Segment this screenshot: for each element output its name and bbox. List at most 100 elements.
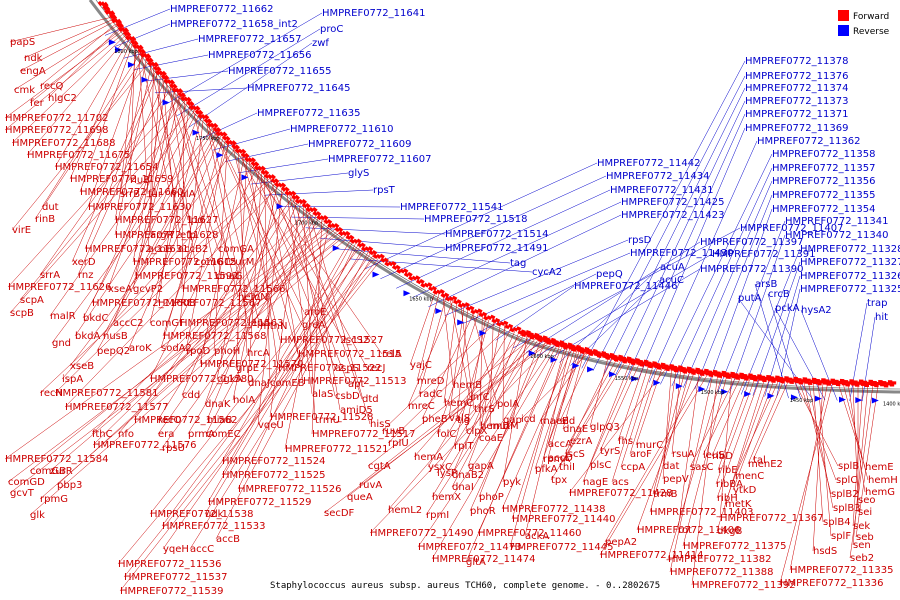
reverse-label-leader — [800, 309, 838, 401]
forward-gene-label: fer — [30, 98, 45, 109]
forward-gene-label: HMPREF0772_11568 — [163, 331, 266, 342]
forward-label-leader — [61, 164, 256, 380]
reverse-gene-label: HMPREF0772_11325 — [800, 284, 900, 295]
forward-gene-label: era — [158, 429, 174, 440]
forward-gene-label: menE2 — [748, 459, 783, 470]
forward-label-leader — [221, 238, 352, 462]
forward-label-leader — [41, 50, 142, 208]
forward-feature — [206, 118, 213, 124]
forward-feature — [224, 139, 231, 145]
forward-gene-label: HMPREF0772_11698 — [5, 125, 108, 136]
forward-feature — [116, 18, 123, 25]
forward-label-leader — [817, 381, 832, 537]
forward-gene-label: dtd — [362, 394, 379, 405]
forward-gene-label: dnaJ — [248, 378, 270, 389]
forward-label-leader — [469, 339, 547, 512]
forward-feature — [160, 74, 167, 80]
forward-gene-label: mreC — [408, 401, 435, 412]
reverse-gene-label: cycA2 — [532, 267, 562, 278]
forward-gene-label: pepQ2 — [97, 346, 130, 357]
forward-gene-label: ald — [560, 416, 575, 427]
forward-feature — [273, 178, 280, 184]
forward-label-leader — [467, 330, 520, 467]
forward-gene-label: holA — [233, 395, 255, 406]
forward-gene-label: HMPREF0772_11517 — [312, 429, 415, 440]
forward-gene-label: tpx — [551, 475, 567, 486]
forward-gene-label: HMPREF0772_11335 — [790, 565, 893, 576]
forward-gene-label: lepA — [248, 318, 270, 329]
forward-feature — [420, 282, 426, 288]
forward-feature — [100, 1, 106, 7]
forward-feature — [431, 285, 437, 291]
reverse-feature — [550, 356, 558, 363]
forward-gene-label: glpQ3 — [590, 422, 620, 433]
reverse-label-leader — [349, 258, 533, 273]
forward-gene-label: iscS — [565, 449, 585, 460]
forward-label-leader — [689, 375, 737, 468]
forward-label-leader — [235, 156, 248, 369]
forward-label-leader — [539, 350, 588, 422]
forward-feature — [391, 260, 397, 267]
forward-label-leader — [132, 93, 181, 290]
reverse-feature — [653, 379, 661, 386]
forward-gene-label: dnaK — [205, 399, 231, 410]
forward-gene-label: mutM — [490, 421, 519, 432]
scale-tick-label: 1450 kbp — [790, 398, 814, 404]
forward-gene-label: recQ — [40, 81, 64, 92]
forward-gene-label: splB4 — [823, 517, 851, 528]
forward-gene-label: accD — [548, 453, 573, 464]
reverse-feature — [631, 375, 639, 382]
forward-gene-label: HMPREF0772_11528 — [270, 412, 373, 423]
forward-gene-label: HMPREF0772_11628 — [115, 230, 218, 241]
forward-label-leader — [163, 76, 219, 250]
forward-label-leader — [564, 356, 614, 455]
forward-feature — [853, 380, 858, 384]
forward-feature — [367, 246, 374, 252]
forward-feature — [301, 198, 307, 205]
forward-gene-label: yajC — [410, 360, 432, 371]
forward-gene-label: relA — [382, 349, 402, 360]
reverse-label-leader — [114, 23, 171, 48]
forward-gene-label: polA — [497, 399, 519, 410]
forward-label-leader — [204, 246, 365, 515]
forward-label-leader — [54, 37, 131, 168]
forward-gene-label: phoH — [214, 346, 240, 357]
forward-gene-label: gapA — [468, 461, 494, 472]
forward-label-leader — [724, 378, 770, 505]
forward-gene-label: srrA — [40, 270, 60, 281]
forward-feature — [748, 373, 753, 377]
reverse-label-leader — [364, 162, 598, 270]
forward-label-leader — [431, 343, 559, 560]
forward-feature — [156, 66, 162, 72]
reverse-gene-label: HMPREF0772_11407 — [740, 223, 843, 234]
forward-feature — [166, 79, 172, 85]
forward-feature — [118, 22, 125, 29]
forward-label-leader — [199, 154, 245, 365]
forward-feature — [140, 48, 146, 55]
reverse-feature — [528, 350, 536, 357]
forward-feature — [806, 378, 811, 382]
reverse-label-leader — [548, 268, 701, 360]
forward-feature — [153, 61, 159, 68]
forward-gene-label: folC — [437, 429, 456, 440]
forward-label-leader — [269, 201, 301, 418]
forward-feature — [218, 131, 225, 137]
forward-feature — [721, 370, 727, 375]
forward-feature — [244, 152, 250, 159]
forward-label-leader — [409, 290, 437, 366]
forward-gene-label: murC — [636, 440, 663, 451]
forward-gene-label: rpIU — [388, 438, 409, 449]
forward-feature — [797, 377, 802, 382]
reverse-gene-label: HMPREF0772_11369 — [745, 123, 848, 134]
forward-gene-label: HMPREF0772_11515 — [298, 349, 401, 360]
forward-label-leader — [367, 336, 535, 467]
forward-feature — [290, 190, 297, 196]
forward-label-leader — [669, 373, 714, 573]
forward-gene-label: recJ — [367, 363, 386, 374]
forward-feature — [703, 368, 709, 373]
reverse-gene-label: HMPREF0772_11357 — [772, 163, 875, 174]
forward-gene-label: HMPREF0772_11627 — [115, 215, 218, 226]
forward-feature — [716, 371, 721, 375]
forward-gene-label: xerD — [72, 257, 96, 268]
forward-feature — [108, 13, 115, 20]
